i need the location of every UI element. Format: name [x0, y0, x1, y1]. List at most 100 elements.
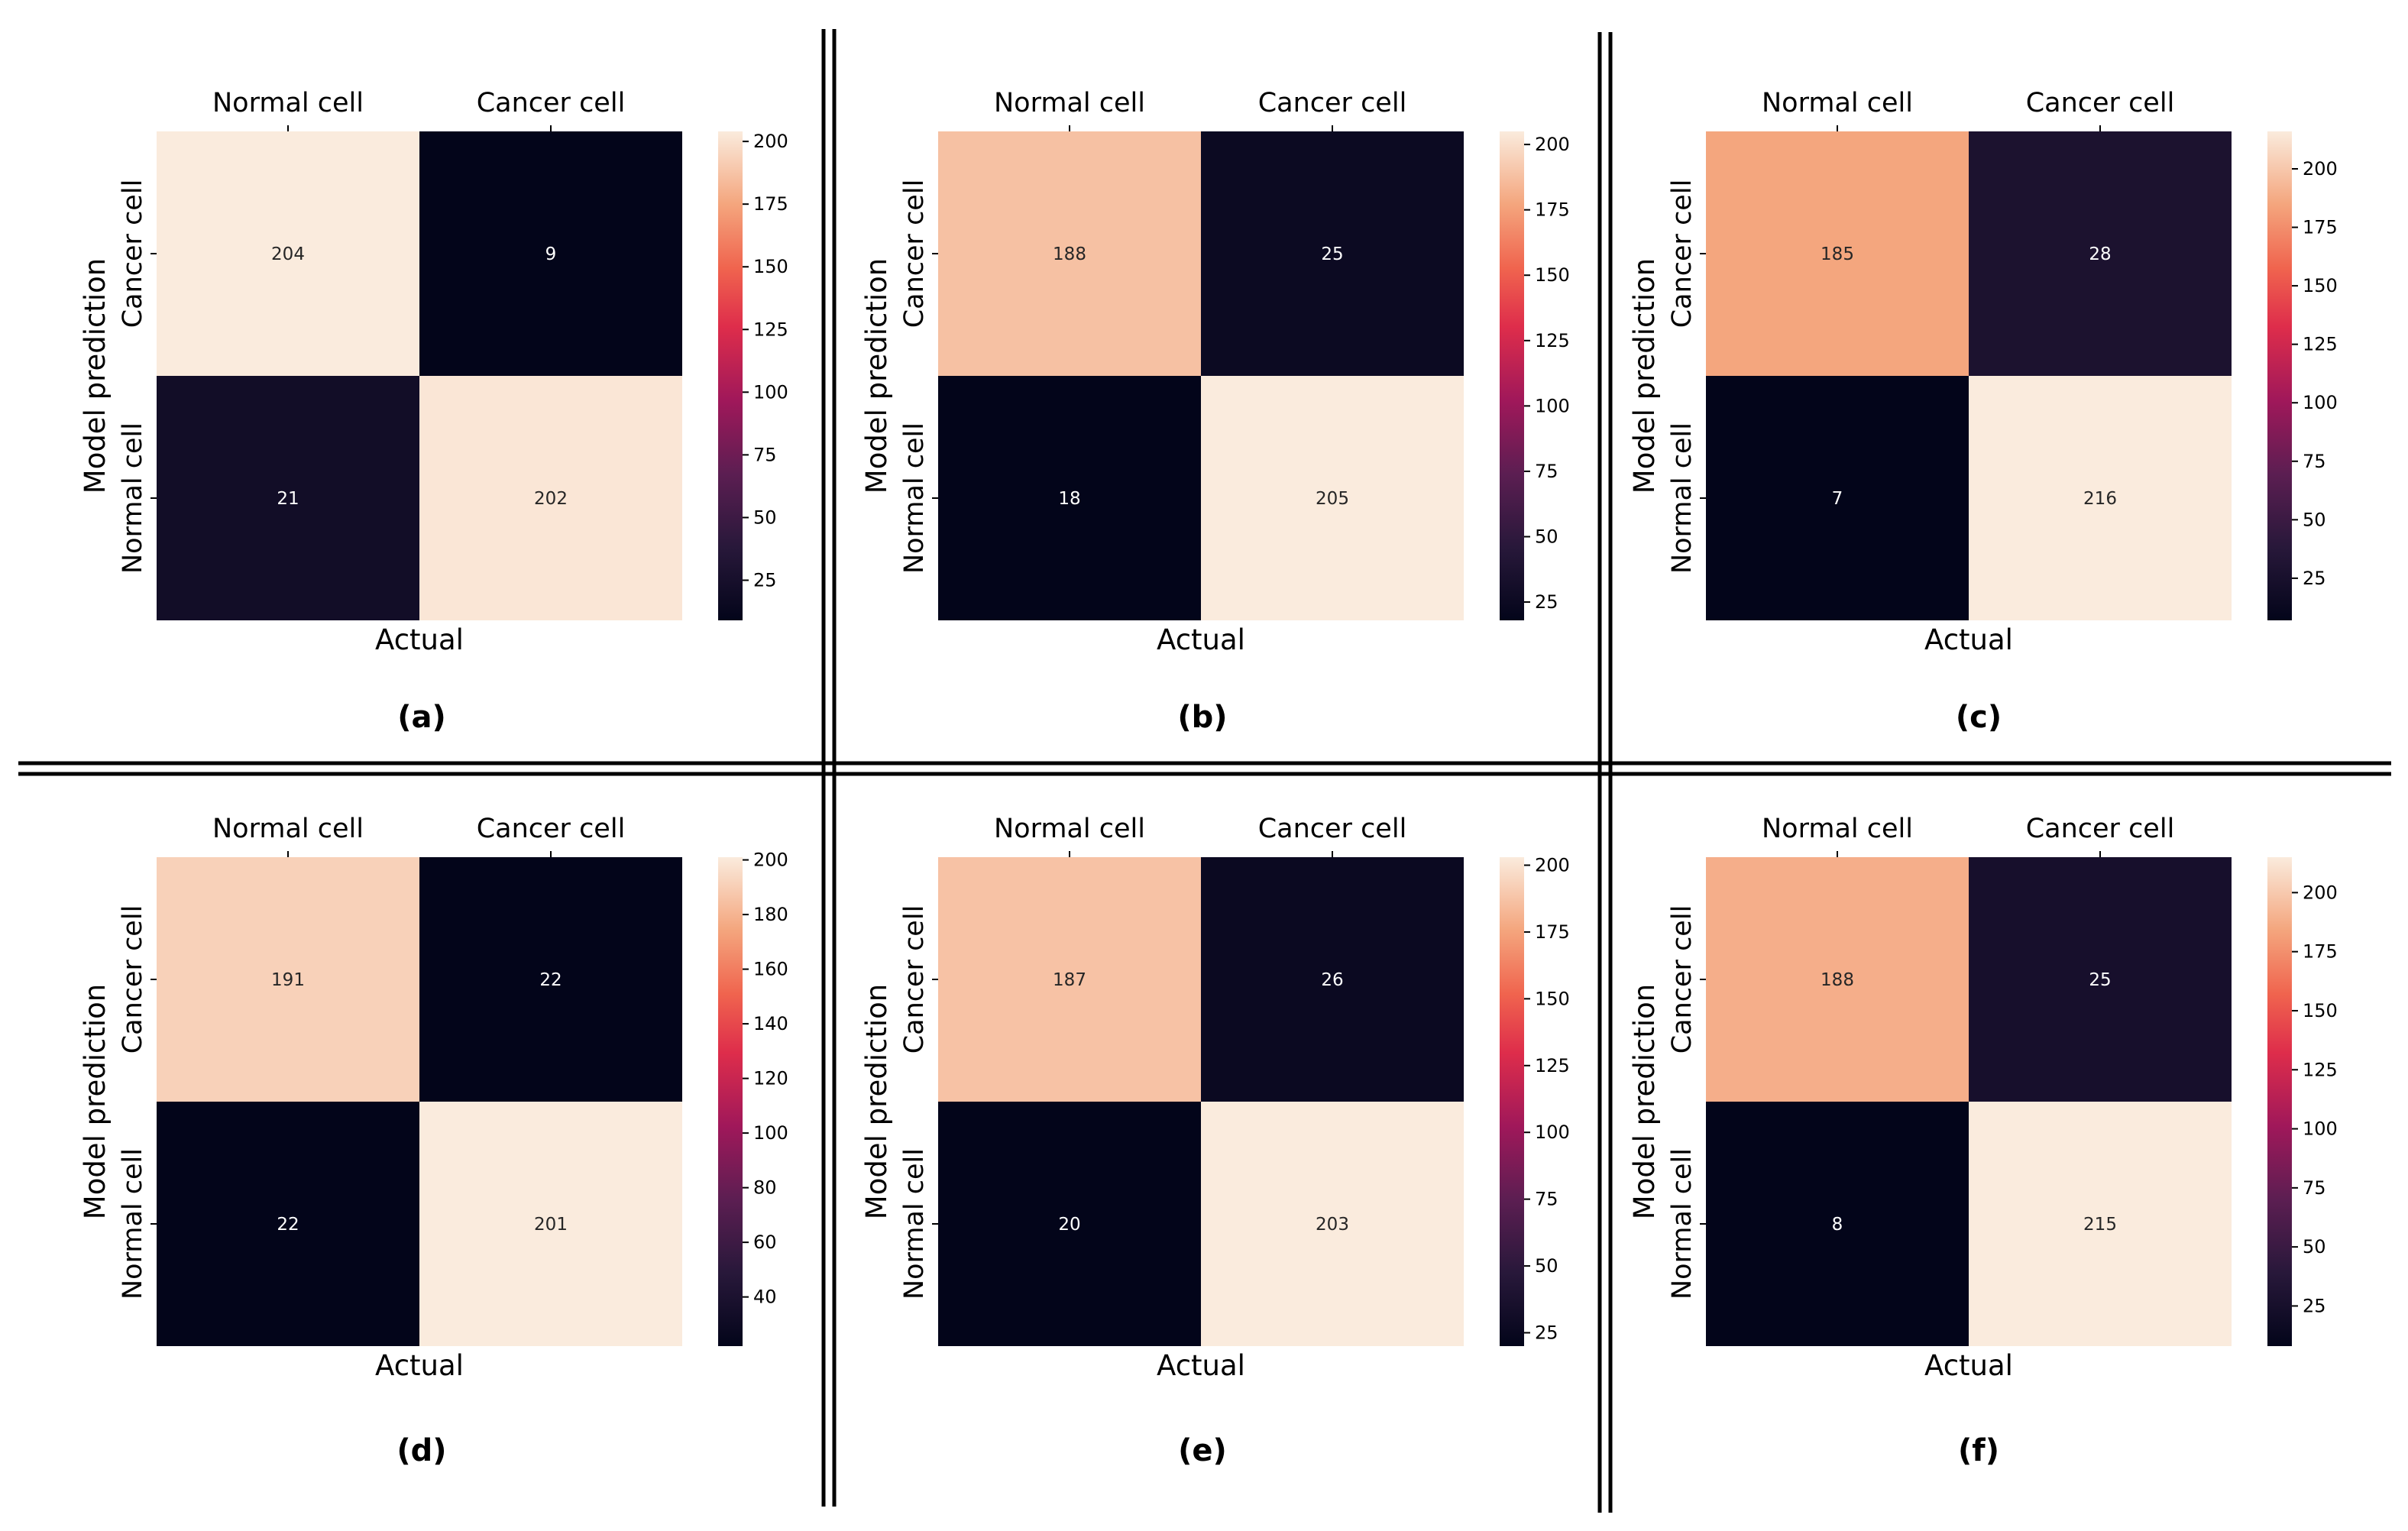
heatmap-cell — [938, 376, 1201, 620]
y-tick-label: Normal cell — [1667, 422, 1698, 574]
x-tick-label: Cancer cell — [1258, 88, 1407, 118]
colorbar-tick-label: 125 — [1535, 330, 1570, 351]
cell-value-label: 18 — [1058, 489, 1080, 509]
cell-value-label: 188 — [1053, 244, 1086, 264]
y-tick-label: Cancer cell — [118, 905, 148, 1054]
colorbar-tick-label: 80 — [753, 1177, 777, 1199]
colorbar-tick-label: 100 — [753, 1122, 788, 1144]
colorbar-tick-label: 25 — [2303, 568, 2326, 589]
heatmap-cell — [1201, 131, 1464, 376]
colorbar-tick-label: 200 — [2303, 158, 2338, 180]
cell-value-label: 25 — [2089, 970, 2111, 990]
heatmap-cell — [1969, 131, 2232, 376]
cell-value-label: 185 — [1821, 244, 1854, 264]
colorbar — [2267, 131, 2292, 620]
heatmap-cell — [1201, 1102, 1464, 1346]
colorbar-tick-label: 140 — [753, 1013, 788, 1034]
x-tick-label: Cancer cell — [2026, 88, 2175, 118]
heatmap-cell — [157, 857, 419, 1102]
colorbar-tick-label: 75 — [753, 444, 777, 465]
x-axis-label: Actual — [375, 1349, 464, 1382]
panel-label: (c) — [1956, 700, 2002, 735]
cell-value-label: 22 — [277, 1215, 299, 1235]
cell-value-label: 204 — [271, 244, 305, 264]
x-tick-label: Cancer cell — [1258, 814, 1407, 844]
cell-value-label: 7 — [1832, 489, 1843, 509]
colorbar-tick-label: 50 — [2303, 509, 2326, 530]
colorbar — [1500, 131, 1524, 620]
colorbar-tick-label: 100 — [1535, 1122, 1570, 1143]
colorbar-tick-label: 75 — [1535, 1189, 1558, 1210]
y-tick-label: Cancer cell — [118, 180, 148, 329]
heatmap-cell — [1706, 857, 1969, 1102]
x-tick-label: Normal cell — [1762, 814, 1913, 844]
colorbar-tick-label: 100 — [2303, 392, 2338, 413]
heatmap-cell — [419, 857, 682, 1102]
colorbar — [718, 131, 743, 620]
y-axis-label: Model prediction — [860, 984, 893, 1219]
colorbar — [2267, 857, 2292, 1346]
cell-value-label: 205 — [1316, 489, 1349, 509]
colorbar-tick-label: 200 — [1535, 854, 1570, 876]
x-axis-label: Actual — [1157, 623, 1245, 656]
colorbar-tick-label: 75 — [1535, 461, 1558, 482]
heatmap-cell — [1706, 376, 1969, 620]
colorbar-tick-label: 150 — [2303, 1000, 2338, 1021]
heatmap-cell — [157, 131, 419, 376]
cell-value-label: 8 — [1832, 1215, 1843, 1235]
colorbar-tick-label: 100 — [753, 381, 788, 403]
colorbar-tick-label: 50 — [1535, 1255, 1558, 1277]
y-tick-label: Cancer cell — [1667, 905, 1698, 1054]
x-tick-label: Cancer cell — [477, 88, 626, 118]
colorbar-tick-label: 25 — [753, 569, 777, 591]
colorbar-tick-label: 200 — [753, 850, 788, 871]
colorbar-tick-label: 125 — [2303, 1059, 2338, 1080]
y-tick-label: Normal cell — [118, 422, 148, 574]
colorbar-tick-label: 125 — [753, 319, 788, 340]
x-tick-label: Normal cell — [1762, 88, 1913, 118]
cell-value-label: 21 — [277, 489, 299, 509]
heatmap-cell — [1201, 376, 1464, 620]
cell-value-label: 187 — [1053, 970, 1086, 990]
cell-value-label: 188 — [1821, 970, 1854, 990]
colorbar-tick-label: 175 — [1535, 921, 1570, 943]
y-tick-label: Normal cell — [1667, 1148, 1698, 1300]
heatmap-cell — [938, 857, 1201, 1102]
cell-value-label: 202 — [534, 489, 568, 509]
heatmap-cell — [938, 1102, 1201, 1346]
cell-value-label: 9 — [545, 244, 557, 264]
y-tick-label: Normal cell — [118, 1148, 148, 1300]
cell-value-label: 201 — [534, 1215, 568, 1235]
panel-label: (d) — [396, 1433, 446, 1468]
colorbar-tick-label: 120 — [753, 1068, 788, 1089]
panel-label: (f) — [1958, 1433, 1999, 1468]
heatmap-panel-c: 185 28 7 216 Normal cell Cancer cell Cancer ce… — [1628, 88, 2338, 735]
x-axis-label: Actual — [1157, 1349, 1245, 1382]
x-tick-label: Normal cell — [212, 88, 364, 118]
colorbar-tick-label: 200 — [2303, 882, 2338, 903]
colorbar-tick-label: 50 — [2303, 1236, 2326, 1257]
heatmap-cell — [1706, 131, 1969, 376]
cell-value-label: 25 — [1321, 244, 1343, 264]
heatmap-cell — [938, 131, 1201, 376]
colorbar-tick-label: 150 — [1535, 264, 1570, 286]
heatmap-panel-e: 187 26 20 203 Normal cell Cancer cell Cancer c… — [860, 814, 1570, 1468]
panel-label: (e) — [1178, 1433, 1227, 1468]
colorbar — [718, 857, 743, 1346]
cell-value-label: 203 — [1316, 1215, 1349, 1235]
colorbar-tick-label: 175 — [753, 193, 788, 215]
cell-value-label: 216 — [2083, 489, 2117, 509]
y-axis-label: Model prediction — [1628, 258, 1661, 494]
colorbar-tick-label: 160 — [753, 959, 788, 980]
heatmap-cell — [1706, 1102, 1969, 1346]
x-tick-label: Normal cell — [212, 814, 364, 844]
y-tick-label: Normal cell — [899, 422, 930, 574]
colorbar-tick-label: 100 — [1535, 395, 1570, 416]
colorbar-tick-label: 200 — [753, 131, 788, 152]
x-axis-label: Actual — [1924, 1349, 2013, 1382]
cell-value-label: 22 — [539, 970, 562, 990]
x-tick-label: Cancer cell — [2026, 814, 2175, 844]
colorbar — [1500, 857, 1524, 1346]
colorbar-tick-label: 100 — [2303, 1118, 2338, 1140]
panels: 204 9 21 202 Normal cell Cancer cell Cancer ce… — [79, 88, 2338, 1468]
